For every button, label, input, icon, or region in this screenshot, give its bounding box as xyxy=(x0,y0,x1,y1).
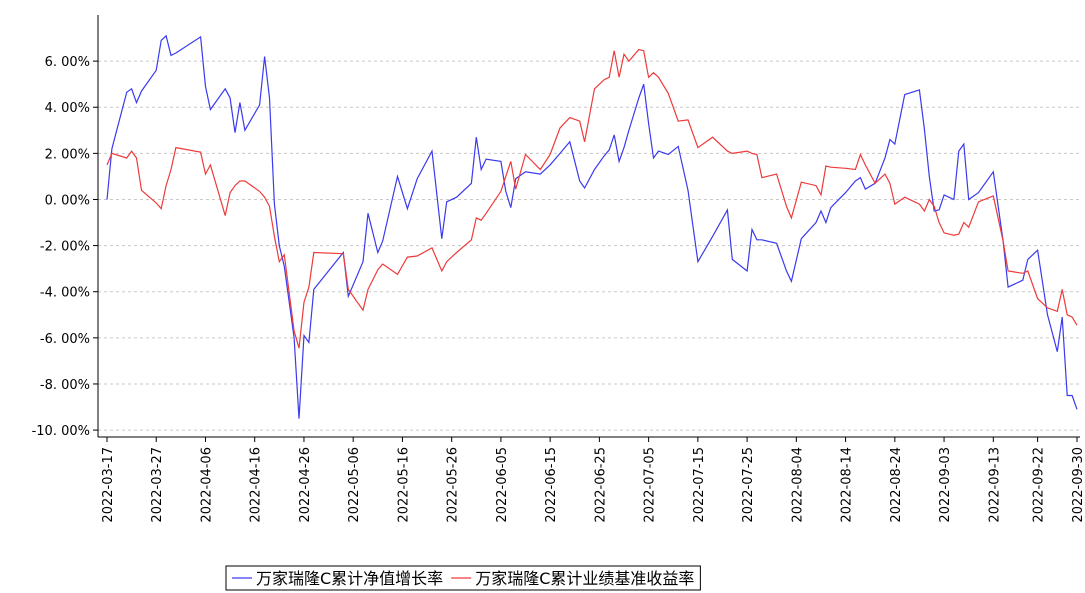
y-tick-label: -10. 00% xyxy=(32,424,90,439)
x-tick-label: 2022-03-27 xyxy=(150,447,165,523)
y-tick-label: 0. 00% xyxy=(45,193,90,208)
x-tick-label: 2022-04-26 xyxy=(298,447,313,523)
x-tick-label: 2022-07-05 xyxy=(643,447,658,523)
x-tick-label: 2022-03-17 xyxy=(101,447,116,523)
y-tick-label: -4. 00% xyxy=(40,286,90,301)
x-tick-label: 2022-04-16 xyxy=(249,447,264,523)
x-tick-label: 2022-09-03 xyxy=(938,447,953,523)
x-tick-label: 2022-05-06 xyxy=(347,447,362,523)
y-tick-label: -8. 00% xyxy=(40,378,90,393)
x-tick-label: 2022-09-13 xyxy=(987,447,1002,523)
legend-label: 万家瑞隆C累计业绩基准收益率 xyxy=(475,569,694,588)
y-tick-label: 4. 00% xyxy=(45,101,90,116)
series-line xyxy=(106,34,1078,419)
x-tick-label: 2022-09-30 xyxy=(1071,447,1085,523)
x-tick-label: 2022-08-24 xyxy=(889,447,904,523)
x-tick-label: 2022-04-06 xyxy=(199,447,214,523)
x-tick-label: 2022-08-04 xyxy=(790,447,805,523)
x-tick-label: 2022-09-22 xyxy=(1032,447,1047,523)
x-tick-label: 2022-05-16 xyxy=(396,447,411,523)
series-line xyxy=(106,48,1078,349)
x-tick-label: 2022-06-05 xyxy=(495,447,510,523)
x-tick-label: 2022-07-15 xyxy=(692,447,707,523)
legend-label: 万家瑞隆C累计净值增长率 xyxy=(256,569,443,588)
x-tick-label: 2022-05-26 xyxy=(446,447,461,523)
x-tick-label: 2022-06-25 xyxy=(593,447,608,523)
x-tick-label: 2022-07-25 xyxy=(741,447,756,523)
y-tick-label: 2. 00% xyxy=(45,147,90,162)
y-tick-label: -2. 00% xyxy=(40,240,90,255)
y-tick-label: 6. 00% xyxy=(45,55,90,70)
y-tick-label: -6. 00% xyxy=(40,332,90,347)
x-tick-label: 2022-08-14 xyxy=(840,447,855,523)
x-tick-label: 2022-06-15 xyxy=(544,447,559,523)
